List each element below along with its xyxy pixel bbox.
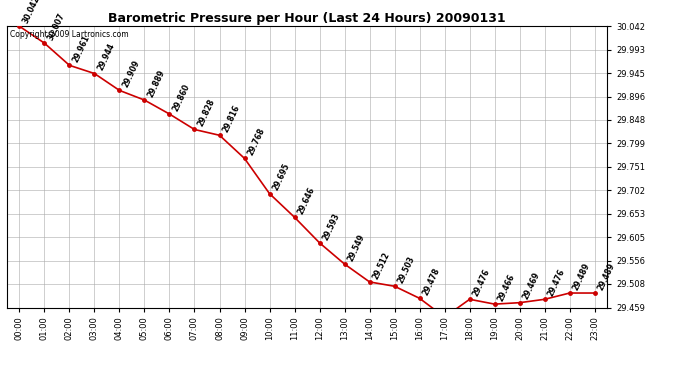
Text: 29.816: 29.816 bbox=[221, 104, 242, 134]
Text: 29.889: 29.889 bbox=[146, 68, 166, 99]
Text: 29.695: 29.695 bbox=[271, 162, 291, 192]
Text: 29.646: 29.646 bbox=[296, 186, 317, 216]
Text: 29.944: 29.944 bbox=[96, 42, 117, 72]
Text: 29.476: 29.476 bbox=[546, 268, 566, 298]
Text: 29.489: 29.489 bbox=[571, 261, 591, 292]
Text: 29.961: 29.961 bbox=[71, 34, 91, 64]
Text: 29.768: 29.768 bbox=[246, 127, 266, 157]
Text: 29.476: 29.476 bbox=[471, 268, 491, 298]
Text: 29.593: 29.593 bbox=[321, 211, 342, 242]
Text: 29.478: 29.478 bbox=[421, 267, 442, 297]
Text: 30.042: 30.042 bbox=[21, 0, 41, 25]
Text: 29.909: 29.909 bbox=[121, 59, 141, 89]
Text: 29.469: 29.469 bbox=[521, 271, 542, 301]
Title: Barometric Pressure per Hour (Last 24 Hours) 20090131: Barometric Pressure per Hour (Last 24 Ho… bbox=[108, 12, 506, 25]
Text: 29.828: 29.828 bbox=[196, 98, 217, 128]
Text: 29.489: 29.489 bbox=[596, 261, 617, 292]
Text: 29.860: 29.860 bbox=[171, 82, 191, 112]
Text: 30.007: 30.007 bbox=[46, 11, 66, 42]
Text: 29.512: 29.512 bbox=[371, 251, 391, 280]
Text: 29.439: 29.439 bbox=[0, 374, 1, 375]
Text: Copyright 2009 Lartronics.com: Copyright 2009 Lartronics.com bbox=[10, 30, 128, 39]
Text: 29.503: 29.503 bbox=[396, 255, 416, 285]
Text: 29.549: 29.549 bbox=[346, 232, 366, 263]
Text: 29.466: 29.466 bbox=[496, 273, 517, 303]
